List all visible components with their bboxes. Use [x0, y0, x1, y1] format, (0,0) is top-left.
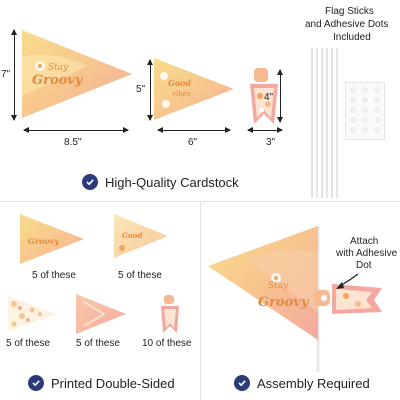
flag-sticks-image	[311, 48, 338, 198]
checkmark-icon	[28, 375, 44, 391]
pack-count-2: 5 of these	[118, 270, 162, 281]
small-flag-width-label: 3"	[266, 137, 276, 148]
pack-count-3: 5 of these	[6, 338, 50, 349]
checkmark-icon	[82, 174, 98, 190]
large-flag-width-label: 8.5''	[64, 137, 82, 148]
large-flag-height-label: 7"	[1, 69, 11, 80]
feature-cardstock: High-Quality Cardstock	[82, 174, 239, 190]
attach-arrow-icon	[336, 273, 359, 289]
sticks-caption-line3: Included	[333, 32, 371, 43]
pack-large-flag: Groovy	[20, 214, 84, 264]
svg-text:Good: Good	[122, 231, 142, 240]
medium-flag-height-label: 5"	[136, 84, 146, 95]
medium-pennant-flag: Good vibes	[154, 58, 234, 120]
pack-medium-flag: Good	[114, 214, 168, 258]
section-divider-vertical	[200, 201, 201, 400]
feature-assembly-label: Assembly Required	[257, 375, 370, 391]
svg-text:Groovy: Groovy	[32, 73, 84, 88]
large-flag-width-arrow	[23, 126, 129, 133]
feature-double-sided: Printed Double-Sided	[28, 375, 175, 391]
sticks-caption-line2: and Adhesive Dots	[305, 19, 389, 30]
pack-count-1: 5 of these	[32, 270, 76, 281]
pack-floral-flag	[8, 296, 56, 332]
svg-text:Groovy: Groovy	[28, 236, 60, 246]
checkmark-icon	[234, 375, 250, 391]
assembled-flag-on-stick: Stay Groovy	[208, 226, 382, 372]
pack-pink-flag	[76, 294, 126, 334]
small-flag-height-label: 4"	[264, 92, 274, 103]
adhesive-dots-sheet	[345, 82, 385, 140]
small-flag-height-arrow	[276, 69, 283, 123]
attach-caption-line3: Dot	[356, 260, 372, 271]
medium-flag-width-label: 6"	[188, 137, 198, 148]
attach-caption-line1: Attach	[350, 236, 379, 247]
svg-text:Stay: Stay	[268, 281, 289, 291]
small-cutout-flag	[250, 68, 278, 124]
large-flag-height-arrow	[10, 29, 17, 121]
large-pennant-flag: Stay Groovy	[22, 30, 132, 118]
svg-text:Good: Good	[168, 78, 192, 88]
feature-assembly: Assembly Required	[234, 375, 370, 391]
svg-text:Stay: Stay	[48, 63, 69, 73]
medium-flag-width-arrow	[157, 126, 231, 133]
sticks-caption-line1: Flag Sticks	[325, 6, 374, 17]
svg-text:Groovy: Groovy	[258, 295, 310, 310]
feature-cardstock-label: High-Quality Cardstock	[105, 174, 239, 190]
pack-count-5: 10 of these	[142, 338, 192, 349]
small-flag-width-arrow	[247, 126, 283, 133]
pack-cutout	[161, 295, 179, 333]
attach-caption-line2: with Adhesive	[336, 248, 398, 259]
pack-count-4: 5 of these	[76, 338, 120, 349]
feature-double-sided-label: Printed Double-Sided	[51, 375, 175, 391]
medium-flag-height-arrow	[146, 59, 153, 121]
svg-text:vibes: vibes	[172, 90, 191, 98]
